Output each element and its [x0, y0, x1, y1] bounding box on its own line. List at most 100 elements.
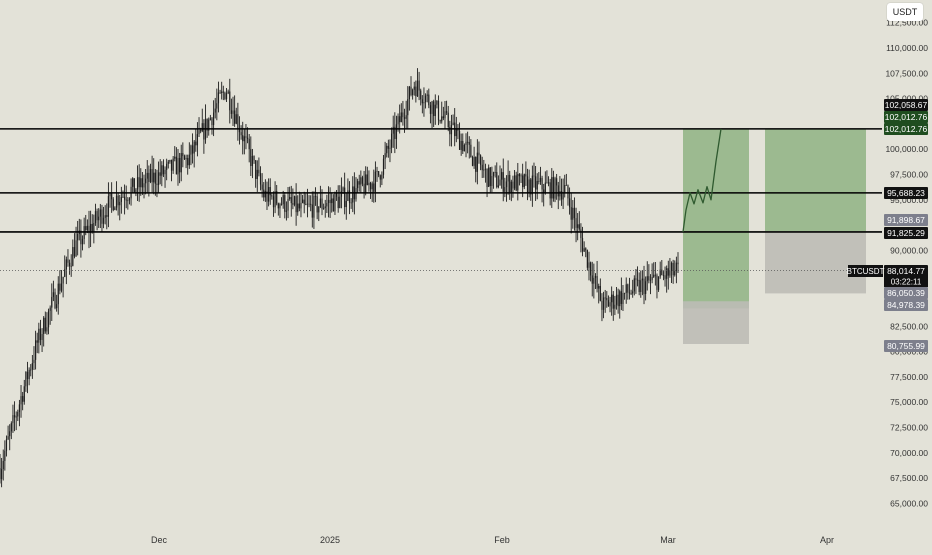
candle-body	[462, 140, 464, 152]
candle-body	[499, 179, 501, 186]
candle-body	[251, 156, 254, 167]
candle-body	[86, 225, 88, 231]
candle-body	[73, 247, 76, 257]
candle-body	[535, 176, 537, 190]
candle-body	[246, 137, 249, 139]
candle-body	[206, 118, 208, 131]
candle-body	[632, 291, 634, 294]
candle-body	[127, 200, 129, 202]
candle-body	[169, 159, 171, 162]
candle-body	[225, 93, 228, 99]
candle-body	[185, 158, 187, 160]
candle-body	[123, 196, 126, 200]
price-labels: 102,058.67102,012.76102,012.7695,688.239…	[847, 99, 928, 352]
candle-body	[433, 101, 435, 117]
candle-body	[397, 116, 399, 125]
candle-body	[607, 300, 610, 307]
candle-body	[486, 168, 488, 187]
candle-body	[38, 328, 40, 343]
candle-body	[501, 172, 503, 180]
candle-body	[577, 224, 579, 228]
candle-body	[446, 111, 448, 113]
symbol-tag-box	[848, 265, 883, 277]
candle-body	[101, 209, 103, 224]
candle-body	[54, 292, 56, 309]
candle-body	[175, 156, 177, 175]
price-label-box	[884, 299, 928, 311]
candle-body	[578, 224, 580, 230]
candle-body	[106, 215, 108, 217]
candle-body	[604, 297, 606, 299]
candle-body	[62, 276, 64, 284]
candle-body	[216, 103, 218, 109]
candle-body	[75, 240, 77, 257]
candle-body	[641, 278, 644, 281]
candle-body	[562, 192, 564, 200]
candle-body	[549, 182, 551, 199]
candle-body	[313, 195, 315, 218]
time-axis-label: Apr	[820, 535, 834, 545]
candle-body	[188, 154, 190, 166]
candle-body	[570, 207, 572, 220]
candle-body	[156, 183, 158, 186]
candle-body	[311, 204, 313, 218]
candle-body	[633, 278, 635, 292]
candle-body	[111, 193, 113, 200]
candle-body	[187, 158, 189, 166]
price-label-text: 102,058.67	[885, 100, 928, 110]
candle-body	[431, 101, 433, 114]
candle-body	[334, 193, 336, 212]
candle-body	[510, 181, 512, 193]
candle-body	[148, 172, 150, 182]
candle-body	[507, 174, 509, 182]
candle-body	[253, 156, 255, 161]
candle-body	[505, 181, 508, 188]
candle-body	[481, 164, 483, 171]
candle-body	[437, 100, 440, 121]
time-axis[interactable]: Dec 2025 Feb Mar Apr	[151, 535, 834, 545]
candle-body	[214, 108, 216, 113]
candle-body	[255, 160, 257, 179]
price-axis-tick-label: 95,000.00	[890, 195, 928, 205]
candle-body	[509, 174, 511, 193]
candle-body	[190, 145, 192, 155]
candle-body	[567, 185, 569, 199]
symbol-tag-text: BTCUSDT	[847, 267, 885, 276]
candle-body	[300, 202, 302, 209]
candle-body	[405, 115, 407, 119]
candle-body	[586, 250, 588, 268]
candle-body	[611, 294, 613, 303]
candle-body	[528, 179, 530, 194]
candle-body	[394, 126, 396, 140]
candle-body	[200, 130, 202, 132]
candle-body	[598, 285, 600, 289]
candle-body	[195, 141, 197, 146]
candle-body	[609, 302, 611, 307]
candle-body	[250, 149, 252, 167]
candle-body	[547, 182, 550, 184]
currency-button[interactable]: USDT	[887, 3, 923, 21]
candle-body	[51, 296, 53, 308]
candle-body	[403, 117, 406, 119]
candle-body	[588, 262, 590, 268]
candle-body	[522, 175, 524, 188]
candle-body	[324, 206, 326, 209]
candle-body	[57, 283, 59, 305]
candle-body	[617, 294, 619, 307]
price-label-text: 102,012.76	[885, 112, 928, 122]
candle-body	[93, 223, 95, 232]
candle-body	[151, 169, 153, 183]
candle-body	[352, 186, 354, 203]
candle-body	[599, 285, 601, 301]
candle-body	[344, 187, 346, 208]
price-axis-tick-label: 75,000.00	[890, 397, 928, 407]
candle-body	[36, 340, 38, 343]
candle-body	[636, 279, 639, 281]
candle-body	[556, 178, 558, 186]
candle-body	[301, 199, 304, 203]
candle-body	[677, 262, 679, 265]
candle-body	[659, 269, 661, 277]
candle-body	[316, 196, 318, 213]
